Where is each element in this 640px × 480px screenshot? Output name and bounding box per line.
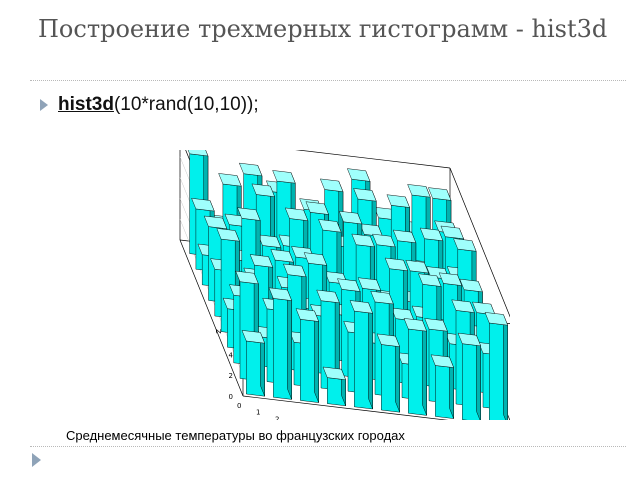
bar-top-face [376,333,401,347]
histogram-bar [268,287,293,400]
bar-top-face [453,238,477,252]
histogram-bar [430,354,455,419]
slide-title: Построение трехмерных гистограмм - hist3… [38,15,608,43]
histogram-bar [484,312,509,420]
bar-side-face [395,336,400,413]
bar-top-face [257,234,282,248]
bar-top-face [407,184,431,198]
bar-top-face [427,187,452,201]
bar-top-face [372,233,396,248]
y-tick-label: 0 [237,402,241,410]
bar-top-face [268,287,293,301]
bar-side-face [287,289,292,400]
z-axis-label: Z [215,329,223,334]
histogram-bar [403,318,428,416]
next-slide-arrow-icon[interactable] [32,453,41,467]
bar-top-face [216,228,240,242]
function-name: hist3d [58,94,114,115]
bar-top-face [384,257,409,272]
bar-top-face [187,150,209,157]
bar-top-face [241,330,266,344]
bar-top-face [218,173,242,187]
bar-top-face [270,249,294,263]
bar-top-face [272,170,296,184]
histogram-bar [322,366,347,407]
bar-top-face [235,270,259,285]
bar-top-face [457,332,482,347]
bar-top-face [319,178,344,192]
box-edge [179,239,244,397]
histogram-bar [241,330,266,397]
bar-top-face [440,225,464,240]
box-edge [449,167,510,318]
bar-top-face [392,229,417,244]
bullet-item: hist3d(10*rand(10,10)); [40,92,259,118]
slide-caption: Среднемесячные температуры во французски… [66,428,405,443]
z-tick-label: 2 [229,372,233,380]
bar-top-face [303,252,328,266]
bar-top-face [451,299,475,313]
bar-side-face [368,302,373,410]
bar-side-face [503,314,508,420]
bar-top-face [370,290,394,305]
code-line: hist3d(10*rand(10,10)); [58,94,259,116]
bar-top-face [403,318,428,332]
bar-top-face [251,183,275,197]
z-tick-label: 4 [229,351,234,359]
bar-top-face [322,366,347,381]
bar-top-face [484,312,509,326]
bar-top-face [424,318,448,332]
bar-top-face [249,254,274,268]
bar-top-face [405,259,429,274]
title-divider [30,80,626,81]
bar-top-face [459,278,483,293]
bar-top-face [238,162,263,177]
bar-top-face [318,219,342,233]
bar-top-face [386,194,410,208]
histogram-bar [295,308,320,403]
triangle-bullet-icon [40,99,48,111]
y-tick-label: 1 [256,409,260,417]
bar-side-face [476,335,481,420]
bar-top-face [295,308,320,322]
histogram-bar [349,300,374,410]
histogram-bar [376,333,401,413]
bar-top-face [357,277,382,291]
bar-side-face [422,320,427,416]
bar-top-face [337,278,361,292]
bar-top-face [353,188,377,202]
box-edge [295,150,451,169]
histogram-bar [457,332,482,420]
bar-top-face [305,201,329,215]
function-arguments: (10*rand(10,10)); [113,94,259,115]
bar-top-face [346,168,371,182]
bar-top-face [430,354,455,368]
bar-top-face [418,273,442,287]
y-tick-label: 2 [275,415,279,420]
bar-top-face [349,300,374,314]
bar-top-face [419,227,444,242]
bar-top-face [284,207,309,221]
bar-top-face [237,207,261,221]
z-tick-label: 0 [229,393,233,401]
bar-top-face [316,289,340,304]
bar-side-face [314,310,319,403]
bar-top-face [203,215,228,230]
bar-top-face [351,233,375,248]
box-edge [242,395,449,420]
hist3d-plot: 0246810Z012345678910Y246810X [179,150,510,420]
bar-top-face [283,263,307,278]
bar-top-face [338,210,363,225]
footer-divider [30,446,626,447]
bar-top-face [191,198,215,212]
bar-top-face [438,272,463,286]
